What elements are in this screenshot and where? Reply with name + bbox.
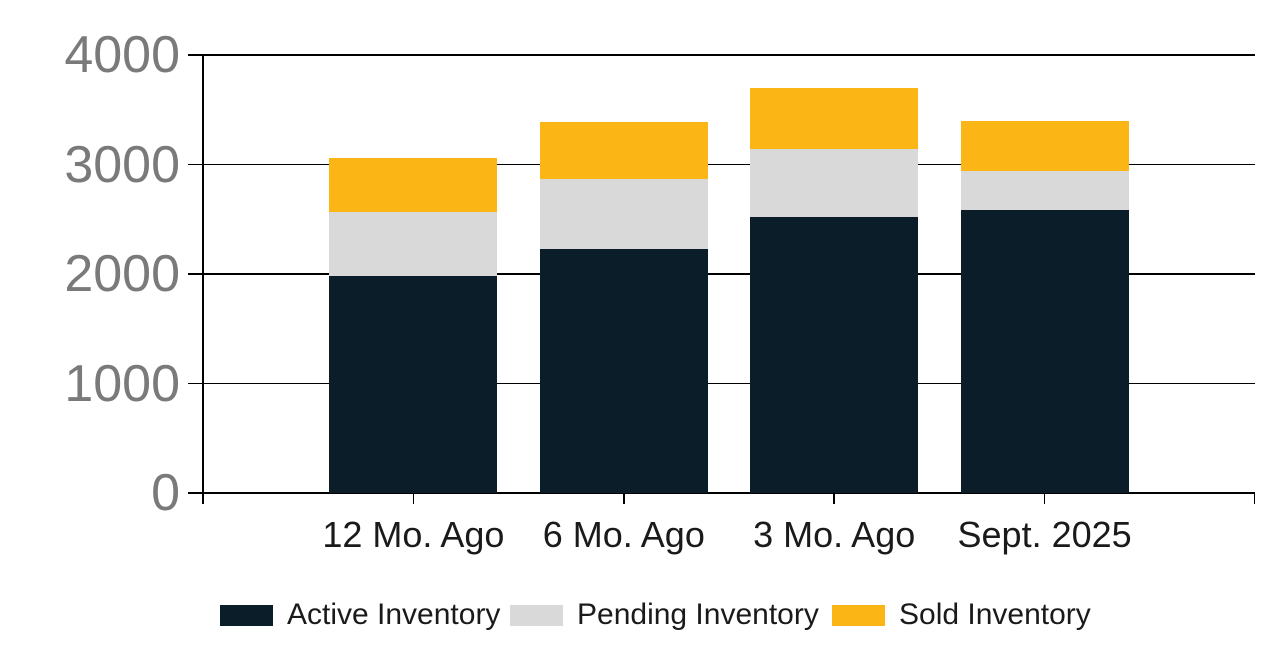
x-axis-tick-3-mo-ago — [833, 493, 835, 504]
x-axis-right-end-tick — [1253, 493, 1255, 504]
x-tick-label-3-mo-ago: 3 Mo. Ago — [753, 514, 916, 555]
x-axis-tick-12-mo-ago — [412, 493, 415, 504]
bar-sept-2025-sold-inventory — [960, 120, 1129, 172]
y-tick-label-3000: 3000 — [64, 135, 180, 194]
x-tick-label-6-mo-ago: 6 Mo. Ago — [542, 514, 705, 555]
bar-12-mo-ago-pending-inventory — [329, 211, 498, 277]
y-axis-tick-4000 — [188, 54, 203, 56]
y-axis-tick-1000 — [188, 382, 203, 385]
bar-12-mo-ago-active-inventory — [329, 276, 498, 493]
gridline-0 — [203, 492, 1255, 494]
bar-sept-2025-active-inventory — [960, 210, 1129, 493]
y-tick-label-4000: 4000 — [64, 26, 180, 84]
x-axis-tick-6-mo-ago — [623, 493, 625, 504]
gridline-1000 — [203, 382, 1255, 385]
bar-3-mo-ago-active-inventory — [750, 217, 919, 493]
gridline-4000 — [203, 54, 1255, 56]
bar-3-mo-ago-sold-inventory — [750, 87, 919, 150]
y-tick-label-1000: 1000 — [64, 354, 180, 413]
y-axis-tick-3000 — [188, 163, 203, 166]
bar-3-mo-ago-pending-inventory — [750, 149, 919, 218]
y-axis-tick-2000 — [188, 273, 203, 275]
bar-sept-2025-pending-inventory — [960, 171, 1129, 211]
y-tick-label-0: 0 — [151, 464, 180, 522]
bar-6-mo-ago-active-inventory — [539, 248, 708, 493]
gridline-3000 — [203, 163, 1255, 166]
x-tick-label-sept-2025: Sept. 2025 — [957, 514, 1132, 555]
x-tick-label-12-mo-ago: 12 Mo. Ago — [322, 514, 505, 555]
y-tick-label-2000: 2000 — [64, 245, 180, 303]
x-axis-tick-sept-2025 — [1043, 493, 1046, 504]
bar-6-mo-ago-sold-inventory — [539, 121, 708, 179]
y-axis-tick-0 — [188, 492, 203, 494]
bar-12-mo-ago-sold-inventory — [329, 157, 498, 212]
gridline-2000 — [203, 273, 1255, 275]
y-axis-line — [202, 55, 204, 504]
bar-6-mo-ago-pending-inventory — [539, 178, 708, 249]
